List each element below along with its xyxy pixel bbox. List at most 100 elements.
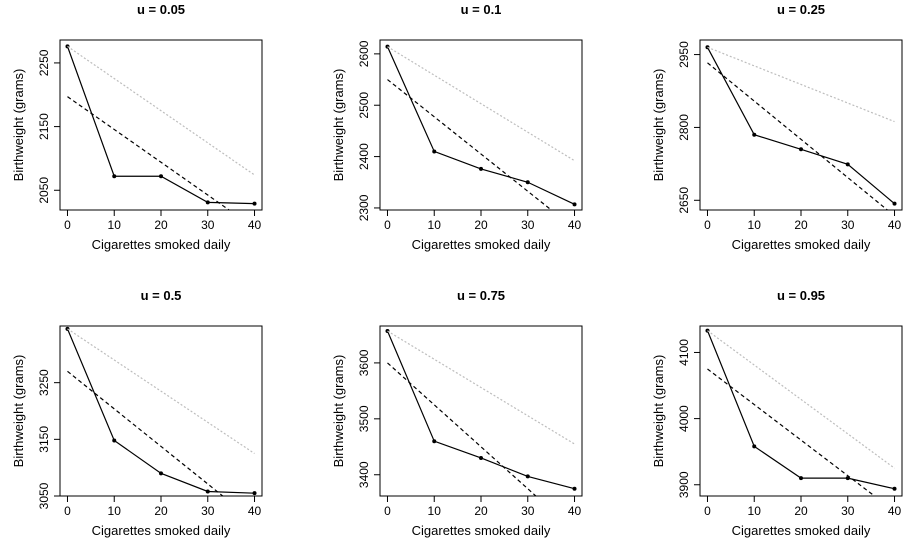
y-tick-label: 2250 [37, 49, 51, 76]
x-axis-label: Cigarettes smoked daily [732, 237, 871, 252]
data-point [112, 174, 117, 179]
regression-line-dashed [707, 62, 889, 210]
y-tick-label: 2050 [37, 177, 51, 204]
x-tick-label: 0 [704, 218, 711, 232]
x-tick-label: 20 [154, 504, 168, 518]
y-tick-label: 3150 [37, 426, 51, 453]
x-tick-label: 40 [248, 218, 262, 232]
x-tick-label: 10 [108, 504, 122, 518]
quantile-line [706, 47, 895, 205]
plot-frame [379, 39, 583, 211]
x-tick-label: 40 [888, 218, 902, 232]
plot-frame [379, 325, 583, 497]
x-tick-label: 20 [474, 504, 488, 518]
data-point [112, 438, 117, 443]
y-tick-label: 2600 [357, 40, 371, 67]
x-tick-label: 30 [521, 218, 535, 232]
x-axis-label: Cigarettes smoked daily [92, 237, 231, 252]
reference-line-dotted [67, 45, 255, 176]
y-axis-label: Birthweight (grams) [651, 355, 666, 468]
y-tick-label: 3900 [677, 471, 691, 498]
plot-area [65, 44, 257, 210]
y-tick-label: 2150 [37, 113, 51, 140]
x-tick-label: 30 [841, 218, 855, 232]
data-point [572, 486, 577, 491]
reference-line-dotted [387, 330, 575, 445]
data-point [252, 201, 257, 206]
panel-3: u = 0.25 0 10 20 30 40 2650 2800 2950 Cigarettes … [651, 2, 903, 252]
chart-title: u = 0.75 [457, 288, 505, 303]
data-point [525, 474, 530, 479]
plot-frame [59, 325, 263, 497]
regression-line-dashed [67, 370, 224, 496]
data-point [892, 201, 897, 206]
x-tick-label: 0 [384, 504, 391, 518]
x-tick-label: 0 [64, 504, 71, 518]
x-tick-label: 40 [248, 504, 262, 518]
y-tick-label: 3400 [357, 461, 371, 488]
x-tick-label: 30 [521, 504, 535, 518]
reference-line-dotted [707, 330, 895, 469]
data-point [525, 180, 530, 185]
y-tick-label: 2300 [357, 194, 371, 221]
data-point [752, 444, 757, 449]
panel-1: u = 0.05 0 10 20 30 40 2050 2150 2250 Cigarettes … [11, 2, 263, 252]
plot-area [705, 45, 897, 210]
x-axis-label: Cigarettes smoked daily [412, 523, 551, 538]
x-axis-label: Cigarettes smoked daily [412, 237, 551, 252]
reference-line-dotted [67, 328, 255, 454]
data-point [159, 471, 163, 476]
y-axis-label: Birthweight (grams) [11, 355, 26, 468]
data-point [845, 162, 850, 167]
x-tick-label: 20 [794, 218, 808, 232]
y-tick-label: 2500 [357, 92, 371, 119]
y-tick-label: 3050 [37, 482, 51, 509]
x-tick-label: 10 [748, 504, 762, 518]
regression-line-dashed [67, 96, 231, 210]
data-point [205, 489, 210, 494]
regression-line-dashed [387, 79, 553, 210]
chart-title: u = 0.5 [141, 288, 182, 303]
quantile-line [706, 330, 895, 490]
data-point [572, 202, 577, 207]
data-point [432, 149, 437, 154]
x-tick-label: 30 [201, 218, 215, 232]
y-tick-label: 4000 [677, 405, 691, 432]
data-point [432, 439, 437, 444]
y-tick-label: 4100 [677, 339, 691, 366]
x-tick-label: 0 [384, 218, 391, 232]
y-axis-label: Birthweight (grams) [331, 69, 346, 182]
x-tick-label: 40 [568, 218, 582, 232]
x-tick-label: 30 [201, 504, 215, 518]
y-tick-label: 2800 [677, 114, 691, 141]
y-tick-label: 2950 [677, 41, 691, 68]
data-point [479, 455, 483, 460]
y-axis-label: Birthweight (grams) [331, 355, 346, 468]
y-tick-label: 3600 [357, 349, 371, 376]
y-tick-label: 2650 [677, 187, 691, 214]
chart-title: u = 0.05 [137, 2, 185, 17]
quantile-line [386, 330, 575, 490]
x-tick-label: 20 [794, 504, 808, 518]
x-tick-label: 0 [704, 504, 711, 518]
data-point [799, 147, 803, 152]
plot-area [385, 329, 577, 496]
x-tick-label: 10 [428, 504, 442, 518]
panel-2: u = 0.1 0 10 20 30 40 2300 2400 2500 2600 Cigarett… [331, 2, 583, 252]
data-point [479, 166, 483, 171]
y-tick-label: 3250 [37, 369, 51, 396]
x-axis-label: Cigarettes smoked daily [92, 523, 231, 538]
x-tick-label: 10 [748, 218, 762, 232]
x-axis-label: Cigarettes smoked daily [732, 523, 871, 538]
x-tick-label: 30 [841, 504, 855, 518]
plot-frame [699, 325, 903, 497]
x-tick-label: 20 [154, 218, 168, 232]
x-tick-label: 0 [64, 218, 71, 232]
data-point [799, 476, 803, 481]
x-tick-label: 10 [428, 218, 442, 232]
plot-area [65, 326, 257, 496]
y-axis-label: Birthweight (grams) [651, 69, 666, 182]
plot-area [385, 44, 577, 210]
x-tick-label: 40 [888, 504, 902, 518]
